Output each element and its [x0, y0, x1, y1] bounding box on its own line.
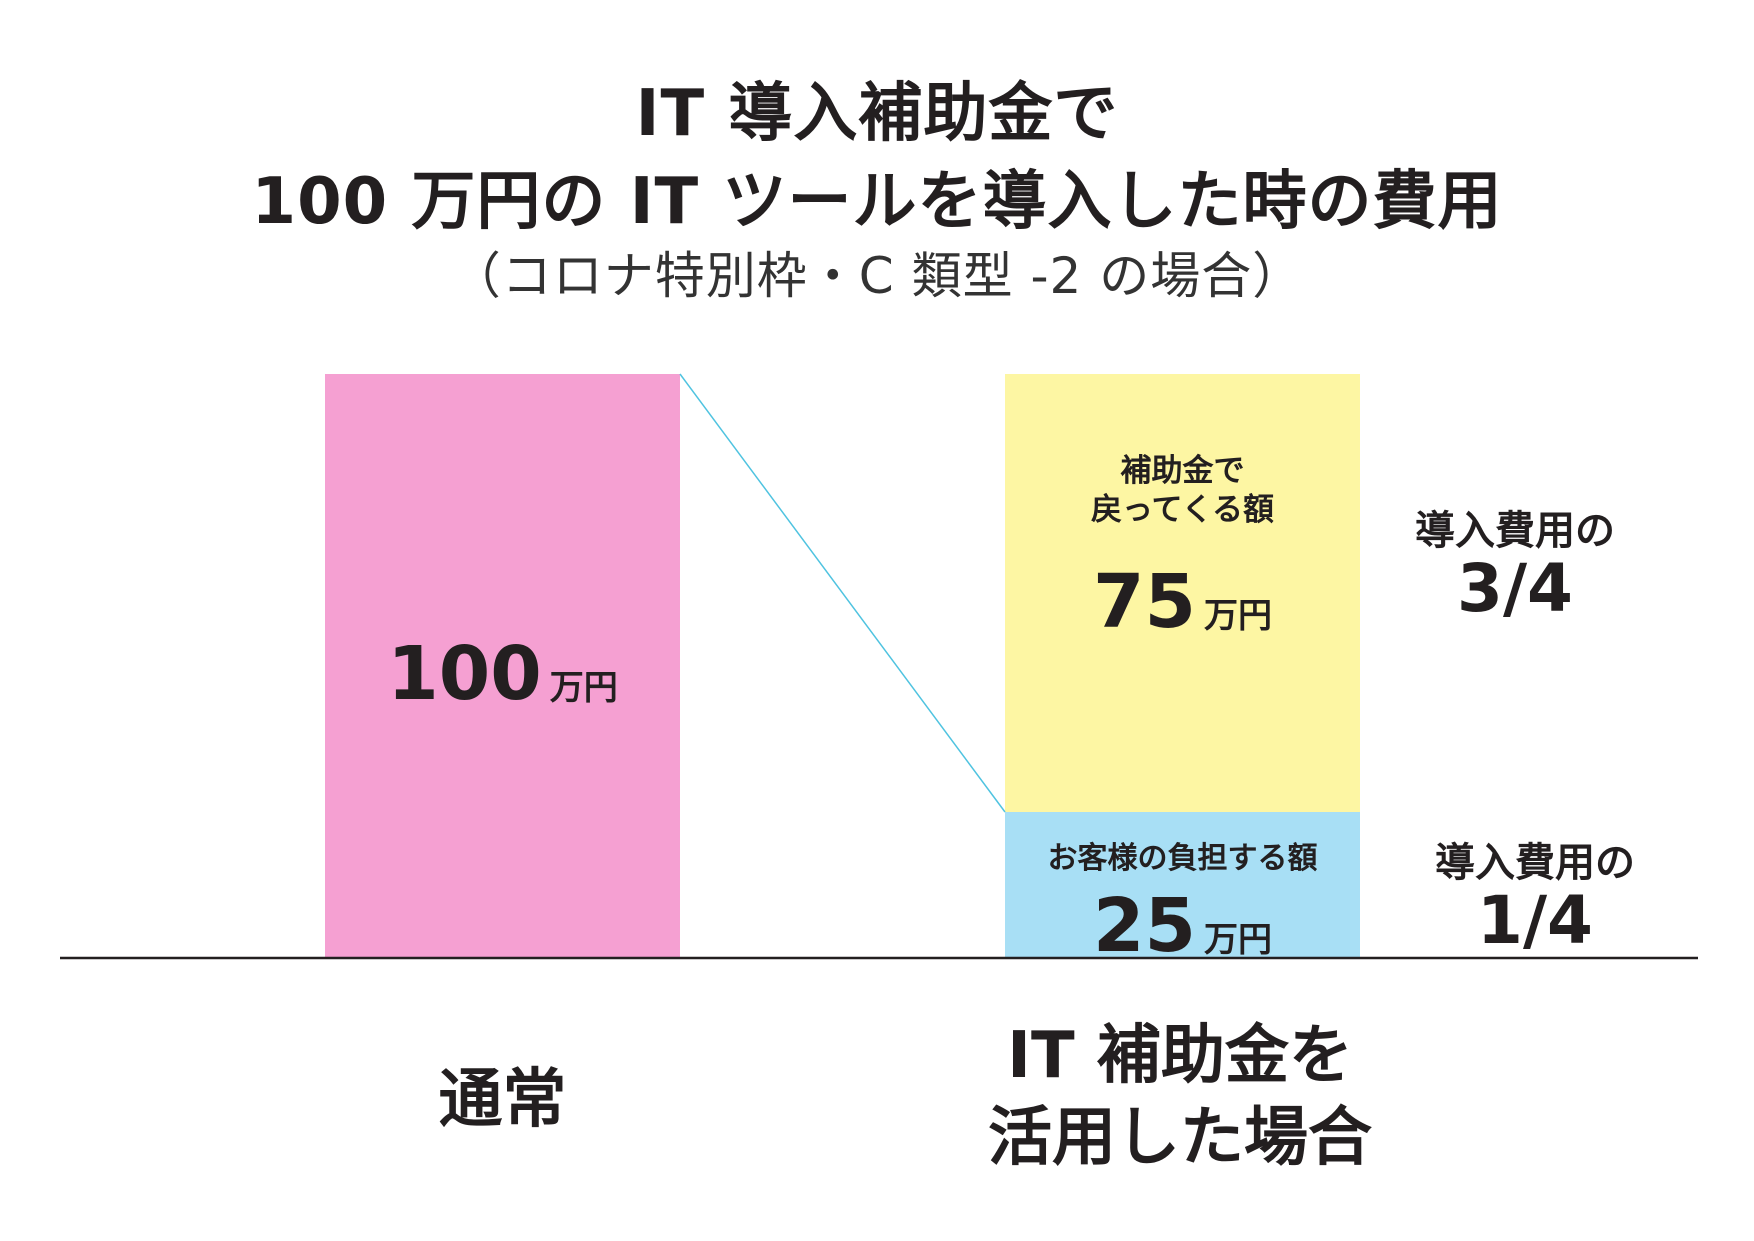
- category-label-it-subsidy: IT 補助金を 活用した場合: [930, 1016, 1430, 1180]
- category-label-normal: 通常: [325, 1060, 680, 1142]
- fraction-top-label: 導入費用の: [1415, 508, 1615, 554]
- chart-title-line2: 100 万円の IT ツールを導入した時の費用: [251, 165, 1503, 239]
- bar-normal: [325, 374, 680, 958]
- category-it-line1: IT 補助金を: [1007, 1019, 1353, 1093]
- customer-value-label: 25 万円: [1005, 880, 1360, 973]
- category-it-line2: 活用した場合: [988, 1100, 1372, 1175]
- bar-normal-unit: 万円: [549, 668, 618, 708]
- bar-normal-value: 100: [387, 631, 542, 717]
- customer-segment-label: お客様の負担する額: [1047, 841, 1318, 876]
- fraction-bottom-label: 導入費用の: [1435, 840, 1635, 886]
- subsidy-unit: 万円: [1203, 596, 1272, 636]
- customer-value: 25: [1093, 883, 1196, 969]
- subsidy-label-line1: 補助金で: [1120, 453, 1245, 489]
- connector-line: [679, 373, 1006, 813]
- fraction-top-value: 3/4: [1457, 550, 1573, 627]
- subsidy-value-label: 75 万円: [1005, 556, 1360, 649]
- bar-normal-value-label: 100 万円: [325, 628, 680, 721]
- bar-it-customer-segment: [1005, 812, 1360, 958]
- fraction-bottom-value: 1/4: [1477, 882, 1593, 959]
- customer-unit: 万円: [1203, 920, 1272, 960]
- subsidy-label-line2: 戻ってくる額: [1091, 491, 1274, 528]
- bar-it-subsidy-segment: [1005, 374, 1360, 812]
- chart-title-line1: IT 導入補助金で: [635, 77, 1119, 151]
- chart-subtitle: （コロナ特別枠・C 類型 -2 の場合）: [450, 247, 1304, 305]
- category-normal-line1: 通常: [438, 1063, 567, 1137]
- subsidy-segment-label: 補助金で 戻ってくる額: [1005, 452, 1360, 530]
- subsidy-value: 75: [1093, 559, 1196, 645]
